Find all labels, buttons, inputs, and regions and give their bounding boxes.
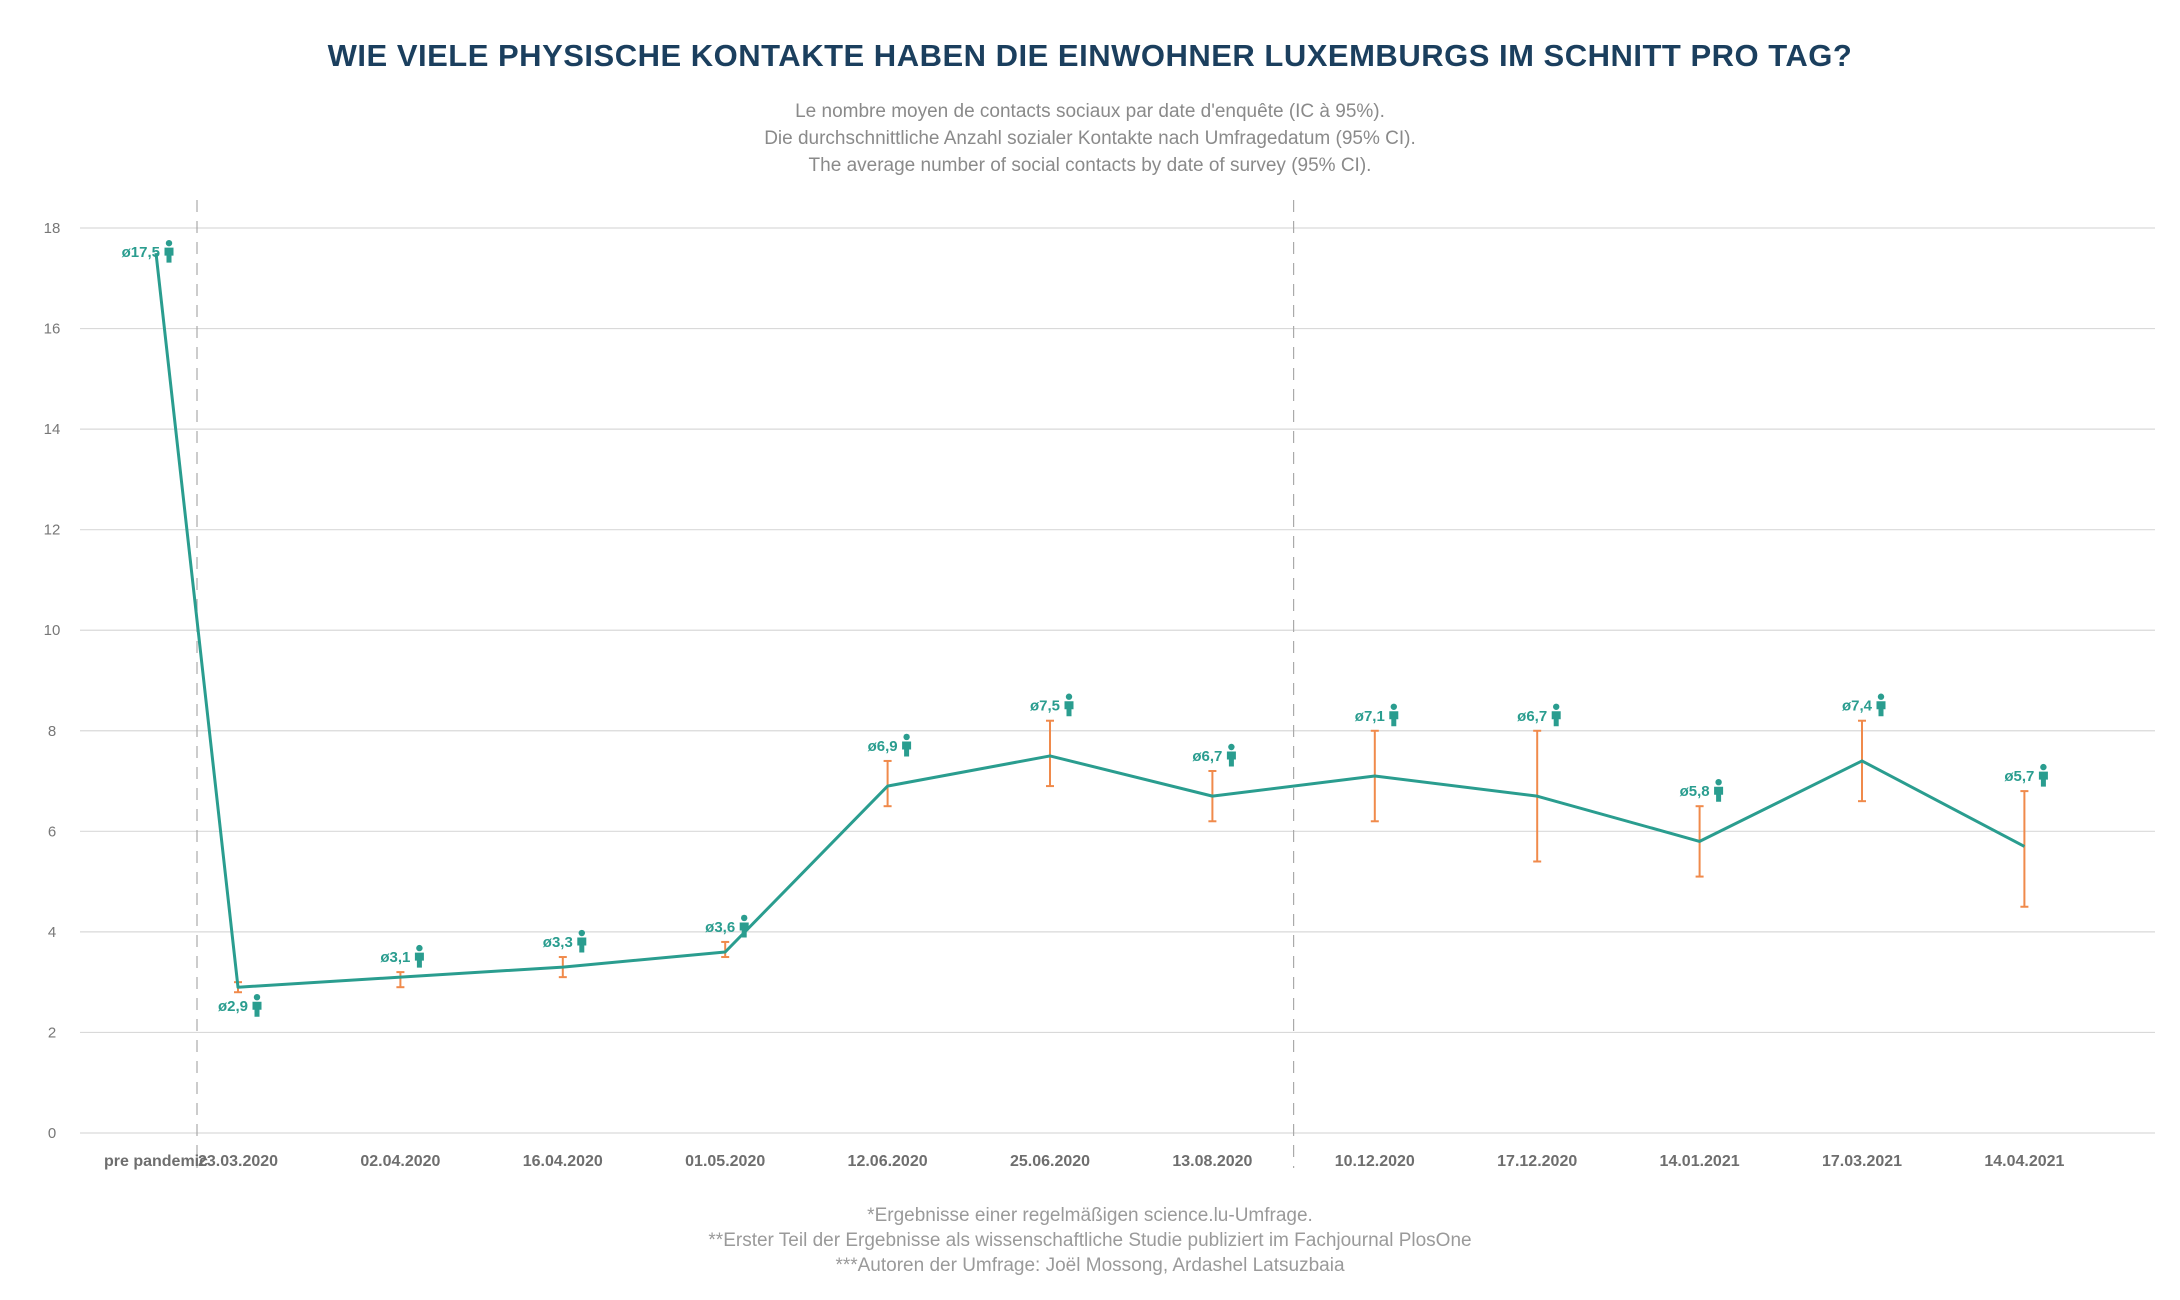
person-icon	[164, 239, 174, 263]
data-label: ø3,3	[543, 934, 573, 951]
x-tick-label: 17.12.2020	[1497, 1153, 1577, 1170]
data-label: ø17,5	[122, 244, 160, 261]
y-tick-label: 12	[44, 522, 61, 539]
y-tick-label: 4	[48, 924, 56, 941]
data-label: ø6,7	[1517, 708, 1547, 725]
y-tick-label: 2	[48, 1024, 56, 1041]
x-tick-label: 23.03.2020	[198, 1153, 278, 1170]
person-icon	[414, 944, 424, 968]
x-tick-label: 02.04.2020	[360, 1153, 440, 1170]
x-tick-label: 25.06.2020	[1010, 1153, 1090, 1170]
series-line	[154, 252, 2026, 989]
subtitle-line-en: The average number of social contacts by…	[808, 155, 1372, 176]
footnote-2: **Erster Teil der Ergebnisse als wissens…	[708, 1230, 1472, 1251]
data-label: ø2,9	[218, 998, 248, 1015]
data-label: ø3,6	[705, 919, 735, 936]
data-label: ø3,1	[380, 949, 410, 966]
data-label: ø5,7	[2004, 768, 2034, 785]
x-tick-label: pre pandemic	[104, 1153, 208, 1170]
y-tick-label: 8	[48, 723, 56, 740]
person-icon	[2038, 763, 2048, 787]
x-tick-label: 13.08.2020	[1172, 1153, 1252, 1170]
y-tick-label: 14	[44, 421, 61, 438]
x-tick-label: 12.06.2020	[848, 1153, 928, 1170]
x-tick-label: 14.04.2021	[1984, 1153, 2064, 1170]
x-tick-label: 16.04.2020	[523, 1153, 603, 1170]
x-tick-label: 14.01.2021	[1660, 1153, 1740, 1170]
person-icon	[1389, 703, 1399, 727]
subtitle-line-fr: Le nombre moyen de contacts sociaux par …	[795, 101, 1385, 122]
data-label: ø6,9	[868, 738, 898, 755]
y-tick-label: 0	[48, 1125, 56, 1142]
data-label: ø6,7	[1192, 748, 1222, 765]
data-label: ø7,4	[1842, 698, 1873, 715]
person-icon	[1226, 743, 1236, 767]
person-icon	[577, 929, 587, 953]
person-icon	[1551, 703, 1561, 727]
chart-title: WIE VIELE PHYSISCHE KONTAKTE HABEN DIE E…	[327, 38, 1853, 73]
person-icon	[1876, 693, 1886, 717]
x-tick-label: 01.05.2020	[685, 1153, 765, 1170]
y-tick-label: 16	[44, 321, 61, 338]
x-tick-label: 10.12.2020	[1335, 1153, 1415, 1170]
chart-subtitle: Le nombre moyen de contacts sociaux par …	[0, 98, 2180, 179]
data-label: ø7,1	[1355, 708, 1385, 725]
subtitle-line-de: Die durchschnittliche Anzahl sozialer Ko…	[764, 128, 1416, 149]
person-icon	[252, 993, 262, 1017]
footnote-3: ***Autoren der Umfrage: Joël Mossong, Ar…	[835, 1255, 1345, 1276]
y-tick-label: 6	[48, 823, 56, 840]
footnote-1: *Ergebnisse einer regelmäßigen science.l…	[867, 1205, 1313, 1226]
y-tick-label: 10	[44, 622, 61, 639]
data-label: ø5,8	[1680, 783, 1710, 800]
person-icon	[1714, 778, 1724, 802]
person-icon	[1064, 693, 1074, 717]
data-label: ø7,5	[1030, 698, 1060, 715]
y-tick-label: 18	[44, 220, 61, 237]
x-tick-label: 17.03.2021	[1822, 1153, 1902, 1170]
person-icon	[902, 733, 912, 757]
person-icon	[739, 914, 749, 938]
chart-footer: *Ergebnisse einer regelmäßigen science.l…	[0, 1203, 2180, 1278]
